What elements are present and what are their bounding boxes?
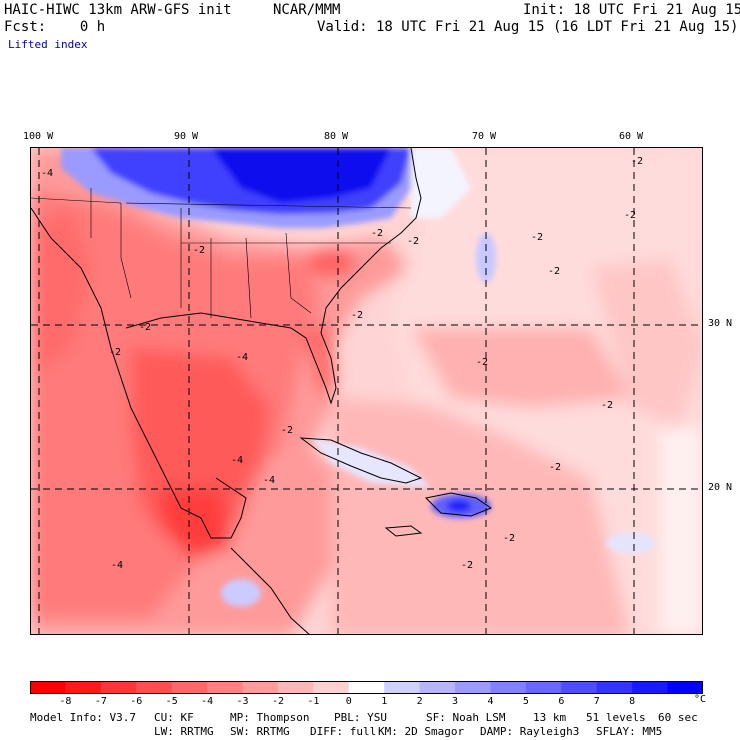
contour-label: -2 [139,322,151,333]
lon-label-90w: 90 W [174,131,199,142]
colorbar-tick-label: 3 [452,696,459,707]
colorbar-tick-label: 2 [416,696,423,707]
state-borders [31,188,412,319]
model-title: HAIC-HIWC 13km ARW-GFS init [4,2,232,18]
colorbar-swatch [525,681,562,694]
colorbar-tick-label: 5 [522,696,529,707]
colorbar-tick-label: 7 [593,696,600,707]
colorbar-swatch [207,681,244,694]
contour-label: -2 [281,425,293,436]
colorbar-tick-label: -5 [165,696,178,707]
contour-label-4: -4 [41,168,53,179]
colorbar-tick-label: -6 [130,696,143,707]
colorbar [30,681,703,694]
colorbar-swatch [596,681,633,694]
colorbar-tick-label: 4 [487,696,494,707]
lat-label-20n: 20 N [708,482,733,493]
colorbar-swatch [277,681,314,694]
footer-resolution: 13 km [533,711,567,724]
contour-label: -2 [531,232,543,243]
contour-label: -2 [407,236,419,247]
forecast-hour: Fcst: 0 h [4,19,106,35]
colorbar-frame [30,681,703,694]
colorbar-tick-label: -8 [59,696,72,707]
colorbar-swatch [561,681,598,694]
lat-label-30n: 30 N [708,318,733,329]
contour-label: -2 [371,228,383,239]
shading-layer [31,148,702,634]
colorbar-swatch [632,681,669,694]
colorbar-swatch [455,681,491,694]
colorbar-tick-label: 8 [629,696,636,707]
valid-time: Valid: 18 UTC Fri 21 Aug 15 (16 LDT Fri … [317,19,739,35]
colorbar-swatch [30,681,66,694]
lon-label-80w: 80 W [324,131,349,142]
footer-sflay: SFLAY: MM5 [596,725,663,738]
colorbar-swatch [136,681,173,694]
colorbar-swatch [171,681,208,694]
colorbar-unit: °C [694,694,707,705]
footer-lw: LW: RRTMG [154,725,214,738]
lon-label-100w: 100 W [23,131,54,142]
contour-label: -2 [548,266,560,277]
colorbar-tick-label: -4 [201,696,214,707]
contour-label: -2 [601,400,613,411]
contour-label: -2 [351,310,363,321]
footer-levels: 51 levels [586,711,646,724]
colorbar-swatch [490,681,527,694]
colorbar-tick-label: -3 [236,696,249,707]
footer-mp: MP: Thompson [230,711,310,724]
organization-label: NCAR/MMM [273,2,341,18]
colorbar-swatch [65,681,102,694]
contour-label: -2 [503,533,515,544]
colorbar-swatch [384,681,421,694]
contour-label: -2 [461,560,473,571]
footer-cu: CU: KF [154,711,194,724]
lat-lon-grid [31,148,702,634]
colorbar-tick-label: 1 [381,696,388,707]
footer-timestep: 60 sec [658,711,698,724]
footer-pbl: PBL: YSU [334,711,387,724]
colorbar-tick-label: -7 [94,696,107,707]
colorbar-tick-label: -2 [271,696,284,707]
lifted-index-map: -2 -2 -2 -2 -2 -2 -2 -2 -2 -2 -2 -2 -2 -… [30,147,703,635]
lon-label-60w: 60 W [619,131,644,142]
colorbar-swatch [313,681,350,694]
footer-sw: SW: RRTMG [230,725,290,738]
colorbar-tick-label: 0 [345,696,352,707]
colorbar-swatch [667,681,703,694]
contour-label: -2 [549,462,561,473]
colorbar-swatch [242,681,279,694]
contour-label-4: -4 [111,560,123,571]
footer-damp: DAMP: Rayleigh3 [480,725,580,738]
coastlines [31,148,493,634]
colorbar-tick-label: 6 [558,696,565,707]
footer-sf: SF: Noah LSM [426,711,506,724]
footer-model-info: Model Info: V3.7 [30,711,136,724]
contour-label: -2 [631,156,643,167]
field-name: Lifted index [8,38,88,51]
stable-air-layer [61,148,656,607]
contour-label: -2 [476,357,488,368]
contour-label: -2 [193,245,205,256]
init-time: Init: 18 UTC Fri 21 Aug 15 [523,2,740,18]
map-canvas: -2 -2 -2 -2 -2 -2 -2 -2 -2 -2 -2 -2 -2 -… [31,148,702,634]
colorbar-swatch [419,681,456,694]
contour-labels: -2 -2 -2 -2 -2 -2 -2 -2 -2 -2 -2 -2 -2 -… [41,156,643,571]
contour-label: -2 [109,347,121,358]
footer-km: KM: 2D Smagor [378,725,465,738]
colorbar-swatch [100,681,137,694]
lon-label-70w: 70 W [472,131,497,142]
contour-label-4: -4 [236,352,248,363]
colorbar-tick-label: -1 [307,696,320,707]
contour-label: -2 [624,210,636,221]
colorbar-swatch [348,681,385,694]
contour-label-4: -4 [231,455,243,466]
footer-diff: DIFF: full [310,725,377,738]
contour-label-4: -4 [263,475,275,486]
